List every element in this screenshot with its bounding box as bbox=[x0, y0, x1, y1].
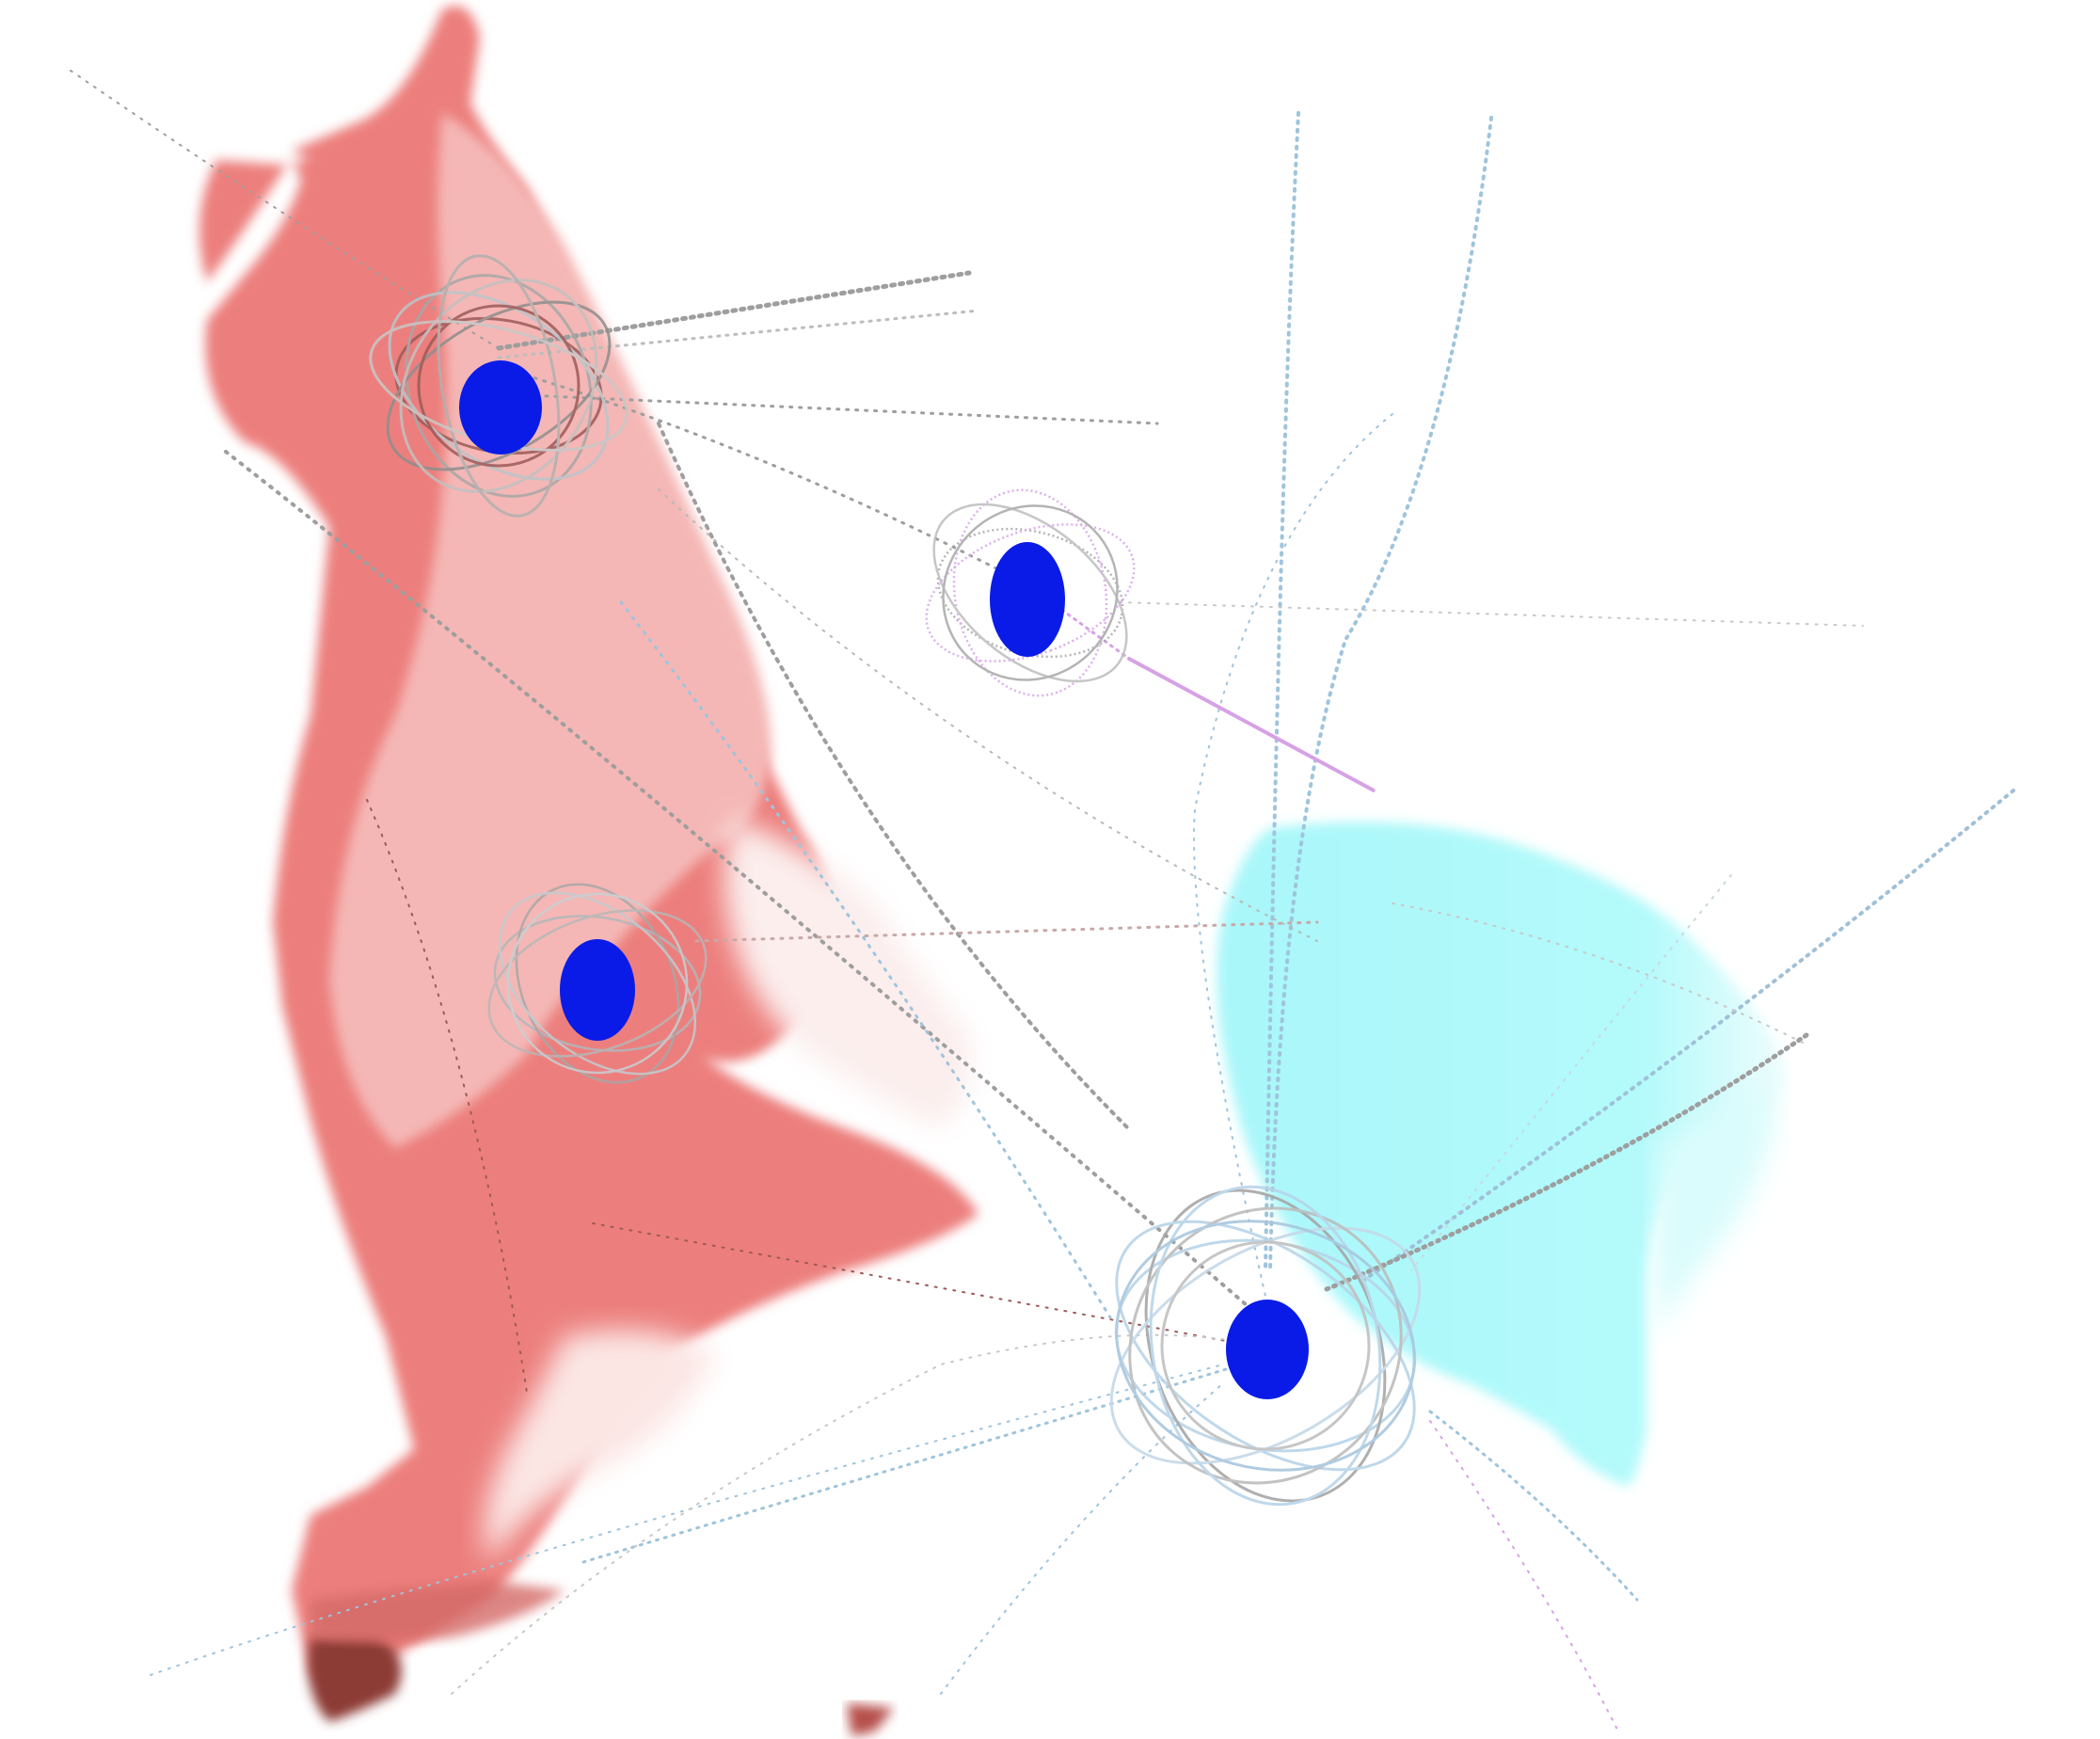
dotted-lines bbox=[70, 70, 2015, 1732]
cyan-region bbox=[1217, 822, 1788, 1487]
red-region bbox=[199, 6, 978, 1736]
node-top-left bbox=[459, 360, 542, 455]
tangle-bottom-right bbox=[1109, 1185, 1422, 1507]
node-upper-middle bbox=[990, 542, 1065, 657]
tangle-middle-left bbox=[487, 883, 708, 1084]
nodes bbox=[459, 360, 1309, 1399]
node-middle-left bbox=[560, 939, 635, 1041]
node-bottom-right bbox=[1226, 1300, 1309, 1399]
